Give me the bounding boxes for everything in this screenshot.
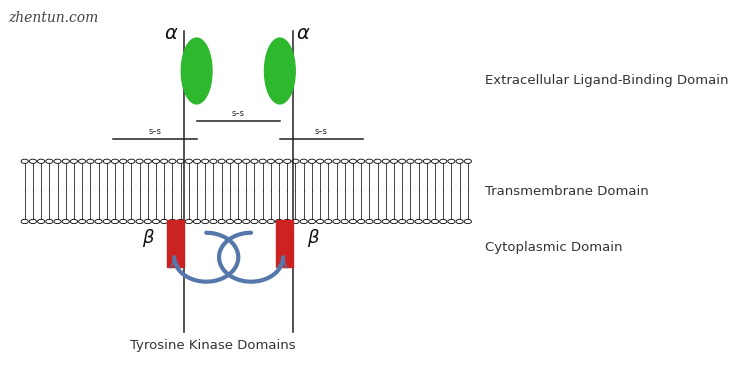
Text: Transmembrane Domain: Transmembrane Domain <box>485 185 648 198</box>
Ellipse shape <box>181 38 212 104</box>
Text: $\beta$: $\beta$ <box>308 227 320 249</box>
Text: $\beta$: $\beta$ <box>142 227 155 249</box>
Text: $\alpha$: $\alpha$ <box>164 24 178 43</box>
Text: Cytoplasmic Domain: Cytoplasmic Domain <box>485 241 622 254</box>
Ellipse shape <box>264 38 295 104</box>
Text: Extracellular Ligand-Binding Domain: Extracellular Ligand-Binding Domain <box>485 74 728 87</box>
Bar <box>167 219 184 266</box>
Text: zhentun.com: zhentun.com <box>7 11 98 25</box>
Text: $\alpha$: $\alpha$ <box>297 24 311 43</box>
Text: Tyrosine Kinase Domains: Tyrosine Kinase Domains <box>130 339 296 352</box>
Text: s–s: s–s <box>232 109 245 118</box>
Bar <box>276 219 293 266</box>
Text: s–s: s–s <box>315 127 328 136</box>
Text: s–s: s–s <box>148 127 162 136</box>
